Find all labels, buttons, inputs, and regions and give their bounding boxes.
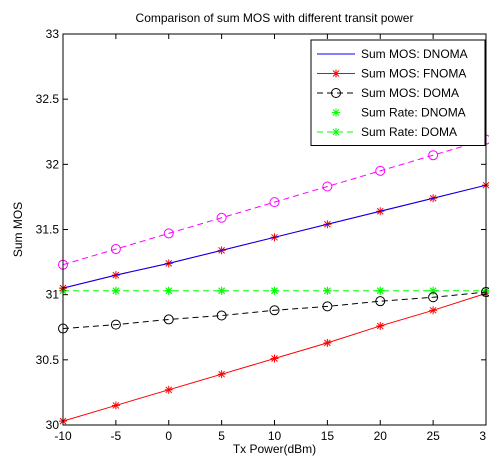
data-point (217, 370, 226, 379)
data-point (163, 228, 174, 239)
data-point (323, 338, 332, 347)
y-tick-label: 31.5 (36, 223, 60, 237)
data-point (375, 296, 386, 307)
data-point (164, 286, 173, 295)
data-point (428, 150, 439, 161)
data-point (110, 319, 121, 330)
data-point (322, 181, 333, 192)
legend-label: Sum Rate: DOMA (361, 125, 457, 139)
data-point (111, 401, 120, 410)
x-tick-label: 0 (165, 429, 172, 443)
x-axis-label: Tx Power(dBm) (233, 442, 316, 456)
data-point (217, 286, 226, 295)
legend-marker (332, 128, 340, 136)
x-tick-label: -5 (111, 429, 122, 443)
y-tick-label: 32.5 (36, 92, 60, 106)
ticks-layer: -10 -5 0 5 10 15 20 25 3 30 30.5 31 31.5 32 32.5 33 (36, 27, 487, 443)
series-line (62, 184, 487, 289)
data-point (269, 305, 280, 316)
data-point (322, 301, 333, 312)
chart-title: Comparison of sum MOS with different tra… (136, 11, 414, 25)
data-point (163, 314, 174, 325)
series-layer (58, 134, 489, 426)
data-point (269, 197, 280, 208)
data-point (110, 244, 121, 255)
x-tick-label: 3 (479, 429, 486, 443)
y-axis-label: Sum MOS (11, 202, 25, 257)
x-tick-label: 5 (218, 429, 225, 443)
x-tick-label: 25 (426, 429, 440, 443)
series-0 (62, 184, 487, 289)
series-5 (59, 289, 489, 426)
legend-marker (332, 108, 340, 117)
legend-label: Sum MOS: FNOMA (361, 67, 466, 81)
data-point (164, 385, 173, 394)
legend-label: Sum Rate: DNOMA (361, 106, 466, 120)
x-tick-label: 15 (321, 429, 335, 443)
series-line (62, 139, 487, 266)
legend-marker (331, 88, 341, 98)
x-tick-label: 20 (374, 429, 388, 443)
data-point (111, 286, 120, 295)
y-tick-label: 33 (46, 27, 60, 41)
data-point (323, 286, 332, 295)
series-6 (58, 134, 489, 270)
series-2 (58, 287, 489, 334)
legend-marker (332, 69, 340, 78)
y-tick-label: 31 (46, 288, 60, 302)
data-point (216, 310, 227, 321)
series-line (62, 291, 487, 330)
data-point (428, 292, 439, 303)
legend-label: Sum MOS: DOMA (361, 86, 459, 100)
data-point (429, 306, 438, 315)
y-tick-label: 32 (46, 157, 60, 171)
legend: Sum MOS: DNOMA Sum MOS: FNOMA Sum MOS: DOM… (310, 39, 486, 146)
x-tick-label: 10 (268, 429, 282, 443)
legend-label: Sum MOS: DNOMA (361, 47, 468, 61)
data-point (270, 354, 279, 363)
data-point (376, 321, 385, 330)
y-tick-label: 30.5 (36, 353, 60, 367)
data-point (375, 165, 386, 176)
y-tick-label: 30 (46, 418, 60, 432)
x-tick-label: -10 (54, 429, 72, 443)
data-point (216, 212, 227, 223)
data-point (270, 286, 279, 295)
data-point (376, 286, 385, 295)
